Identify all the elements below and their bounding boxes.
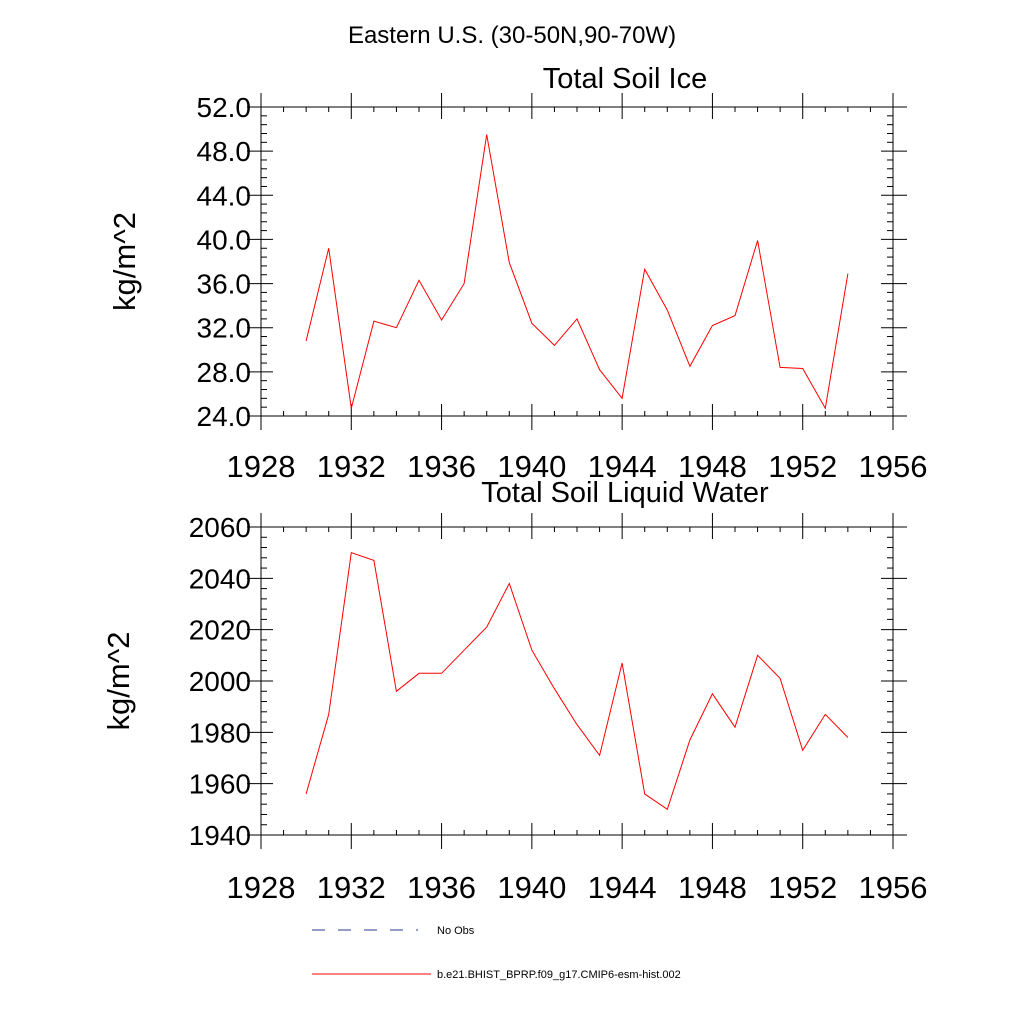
x-tick-label: 1952 [768, 449, 837, 484]
x-tick-label: 1928 [227, 449, 296, 484]
y-tick-label: 24.0 [197, 401, 252, 432]
series-line [305, 134, 849, 410]
y-tick-label: 2000 [189, 666, 251, 697]
panel-total-soil-liquid-water: Total Soil Liquid Water kg/m^2 1928 1932 193… [101, 477, 927, 905]
x-tick-label: 1948 [678, 870, 747, 905]
y-tick-label: 36.0 [197, 269, 252, 300]
legend: No Obs b.e21.BHIST_BPRP.f09_g17.CMIP6-es… [312, 925, 681, 981]
x-tick-label: 1944 [588, 870, 657, 905]
y-tick-label: 1960 [189, 769, 251, 800]
y-tick-label: 1940 [189, 820, 251, 851]
x-tick-label: 1932 [317, 870, 386, 905]
figure-suptitle: Eastern U.S. (30-50N,90-70W) [348, 22, 676, 49]
panel-total-soil-ice: Total Soil Ice kg/m^2 1928 1932 1936 1940 1944… [107, 63, 927, 484]
legend-label-no-obs: No Obs [437, 925, 475, 937]
chart-title: Total Soil Ice [543, 63, 707, 95]
y-tick-label: 1980 [189, 717, 251, 748]
x-tick-label: 1956 [859, 449, 928, 484]
y-tick-label: 44.0 [197, 180, 252, 211]
x-tick-label: 1940 [497, 870, 566, 905]
series-line [305, 552, 849, 811]
x-tick-label: 1952 [768, 870, 837, 905]
y-tick-label: 32.0 [197, 313, 252, 344]
x-tick-label: 1948 [678, 449, 747, 484]
y-axis-label: kg/m^2 [107, 212, 142, 311]
y-tick-label: 48.0 [197, 136, 252, 167]
plot-frame [260, 106, 894, 417]
chart-title: Total Soil Liquid Water [481, 477, 769, 509]
x-tick-label: 1936 [407, 449, 476, 484]
x-tick-label: 1956 [859, 870, 928, 905]
y-tick-label: 2060 [189, 512, 251, 543]
y-tick-label: 28.0 [197, 357, 252, 388]
x-tick-label: 1932 [317, 449, 386, 484]
y-axis-label: kg/m^2 [101, 632, 136, 731]
y-tick-label: 52.0 [197, 92, 252, 123]
x-tick-label: 1936 [407, 870, 476, 905]
y-tick-label: 40.0 [197, 224, 252, 255]
x-tick-label: 1928 [227, 870, 296, 905]
x-tick-label: 1944 [588, 449, 657, 484]
x-tick-label: 1940 [497, 449, 566, 484]
y-tick-label: 2020 [189, 615, 251, 646]
plot-frame [260, 526, 894, 836]
y-tick-label: 2040 [189, 563, 251, 594]
legend-label-model: b.e21.BHIST_BPRP.f09_g17.CMIP6-esm-hist.… [437, 969, 681, 981]
